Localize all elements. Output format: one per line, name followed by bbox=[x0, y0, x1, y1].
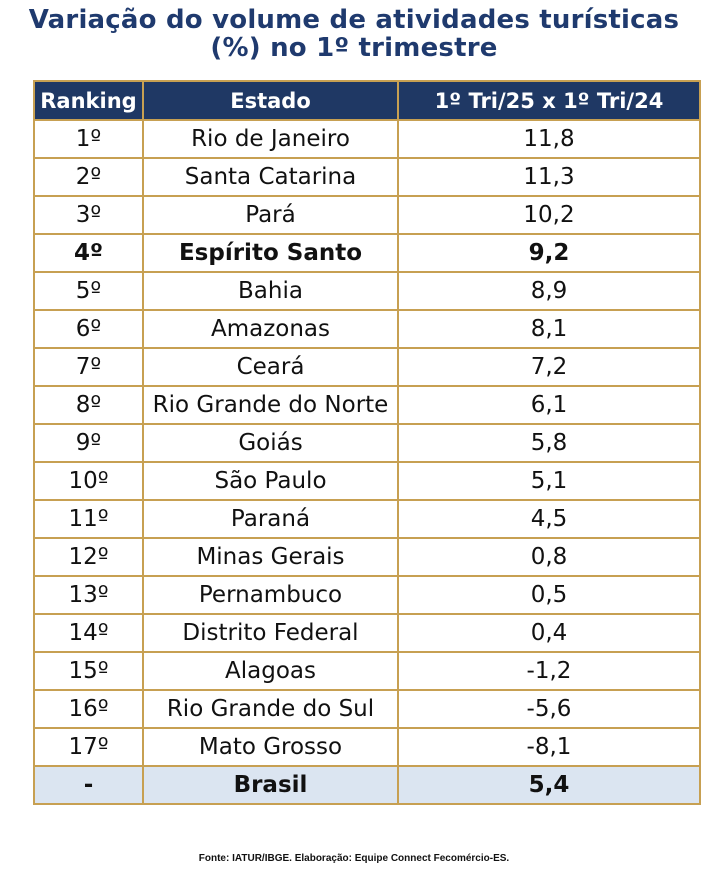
state-cell: Minas Gerais bbox=[142, 537, 399, 577]
rank-cell: - bbox=[33, 765, 144, 805]
state-cell: São Paulo bbox=[142, 461, 399, 501]
ranking-table: Ranking Estado 1º Tri/25 x 1º Tri/24 1º R… bbox=[33, 80, 701, 805]
state-cell: Goiás bbox=[142, 423, 399, 463]
rank-cell: 3º bbox=[33, 195, 144, 235]
value-cell: 0,4 bbox=[397, 613, 701, 653]
state-cell: Rio Grande do Norte bbox=[142, 385, 399, 425]
page-title: Variação do volume de atividades turísti… bbox=[0, 6, 708, 62]
value-cell: 5,8 bbox=[397, 423, 701, 463]
rank-cell: 12º bbox=[33, 537, 144, 577]
header-estado: Estado bbox=[142, 80, 399, 121]
value-cell: 5,1 bbox=[397, 461, 701, 501]
state-cell: Paraná bbox=[142, 499, 399, 539]
table-row: 1º Rio de Janeiro 11,8 bbox=[33, 119, 701, 159]
value-cell: 10,2 bbox=[397, 195, 701, 235]
rank-cell: 5º bbox=[33, 271, 144, 311]
value-cell: 0,5 bbox=[397, 575, 701, 615]
state-cell: Brasil bbox=[142, 765, 399, 805]
table-row: 10º São Paulo 5,1 bbox=[33, 461, 701, 501]
rank-cell: 9º bbox=[33, 423, 144, 463]
rank-cell: 11º bbox=[33, 499, 144, 539]
state-cell: Pará bbox=[142, 195, 399, 235]
total-row: - Brasil 5,4 bbox=[33, 765, 701, 805]
table-row: 2º Santa Catarina 11,3 bbox=[33, 157, 701, 197]
state-cell: Distrito Federal bbox=[142, 613, 399, 653]
value-cell: 7,2 bbox=[397, 347, 701, 387]
rank-cell: 13º bbox=[33, 575, 144, 615]
table-row: 3º Pará 10,2 bbox=[33, 195, 701, 235]
state-cell: Amazonas bbox=[142, 309, 399, 349]
state-cell: Alagoas bbox=[142, 651, 399, 691]
table-row: 12º Minas Gerais 0,8 bbox=[33, 537, 701, 577]
table-row-highlighted: 4º Espírito Santo 9,2 bbox=[33, 233, 701, 273]
table-row: 15º Alagoas -1,2 bbox=[33, 651, 701, 691]
table-row: 11º Paraná 4,5 bbox=[33, 499, 701, 539]
source-note: Fonte: IATUR/IBGE. Elaboração: Equipe Co… bbox=[198, 853, 510, 864]
rank-cell: 15º bbox=[33, 651, 144, 691]
value-cell: -8,1 bbox=[397, 727, 701, 767]
table-row: 7º Ceará 7,2 bbox=[33, 347, 701, 387]
rank-cell: 8º bbox=[33, 385, 144, 425]
header-ranking: Ranking bbox=[33, 80, 144, 121]
state-cell: Ceará bbox=[142, 347, 399, 387]
value-cell: 8,1 bbox=[397, 309, 701, 349]
header-variation: 1º Tri/25 x 1º Tri/24 bbox=[397, 80, 701, 121]
table-row: 8º Rio Grande do Norte 6,1 bbox=[33, 385, 701, 425]
value-cell: 6,1 bbox=[397, 385, 701, 425]
value-cell: 8,9 bbox=[397, 271, 701, 311]
value-cell: 5,4 bbox=[397, 765, 701, 805]
rank-cell: 14º bbox=[33, 613, 144, 653]
table-row: 16º Rio Grande do Sul -5,6 bbox=[33, 689, 701, 729]
table-row: 17º Mato Grosso -8,1 bbox=[33, 727, 701, 767]
table-row: 5º Bahia 8,9 bbox=[33, 271, 701, 311]
value-cell: 11,8 bbox=[397, 119, 701, 159]
title-line-1: Variação do volume de atividades turísti… bbox=[28, 5, 680, 35]
value-cell: 11,3 bbox=[397, 157, 701, 197]
table-row: 9º Goiás 5,8 bbox=[33, 423, 701, 463]
state-cell: Pernambuco bbox=[142, 575, 399, 615]
rank-cell: 7º bbox=[33, 347, 144, 387]
value-cell: 0,8 bbox=[397, 537, 701, 577]
state-cell: Santa Catarina bbox=[142, 157, 399, 197]
rank-cell: 17º bbox=[33, 727, 144, 767]
value-cell: 9,2 bbox=[397, 233, 701, 273]
table-row: 13º Pernambuco 0,5 bbox=[33, 575, 701, 615]
state-cell: Mato Grosso bbox=[142, 727, 399, 767]
rank-cell: 2º bbox=[33, 157, 144, 197]
table-row: 14º Distrito Federal 0,4 bbox=[33, 613, 701, 653]
rank-cell: 10º bbox=[33, 461, 144, 501]
header-row: Ranking Estado 1º Tri/25 x 1º Tri/24 bbox=[33, 80, 701, 121]
state-cell: Espírito Santo bbox=[142, 233, 399, 273]
state-cell: Rio Grande do Sul bbox=[142, 689, 399, 729]
value-cell: -5,6 bbox=[397, 689, 701, 729]
rank-cell: 4º bbox=[33, 233, 144, 273]
value-cell: -1,2 bbox=[397, 651, 701, 691]
state-cell: Bahia bbox=[142, 271, 399, 311]
rank-cell: 16º bbox=[33, 689, 144, 729]
table-row: 6º Amazonas 8,1 bbox=[33, 309, 701, 349]
title-line-2: (%) no 1º trimestre bbox=[210, 33, 498, 63]
rank-cell: 6º bbox=[33, 309, 144, 349]
value-cell: 4,5 bbox=[397, 499, 701, 539]
rank-cell: 1º bbox=[33, 119, 144, 159]
state-cell: Rio de Janeiro bbox=[142, 119, 399, 159]
